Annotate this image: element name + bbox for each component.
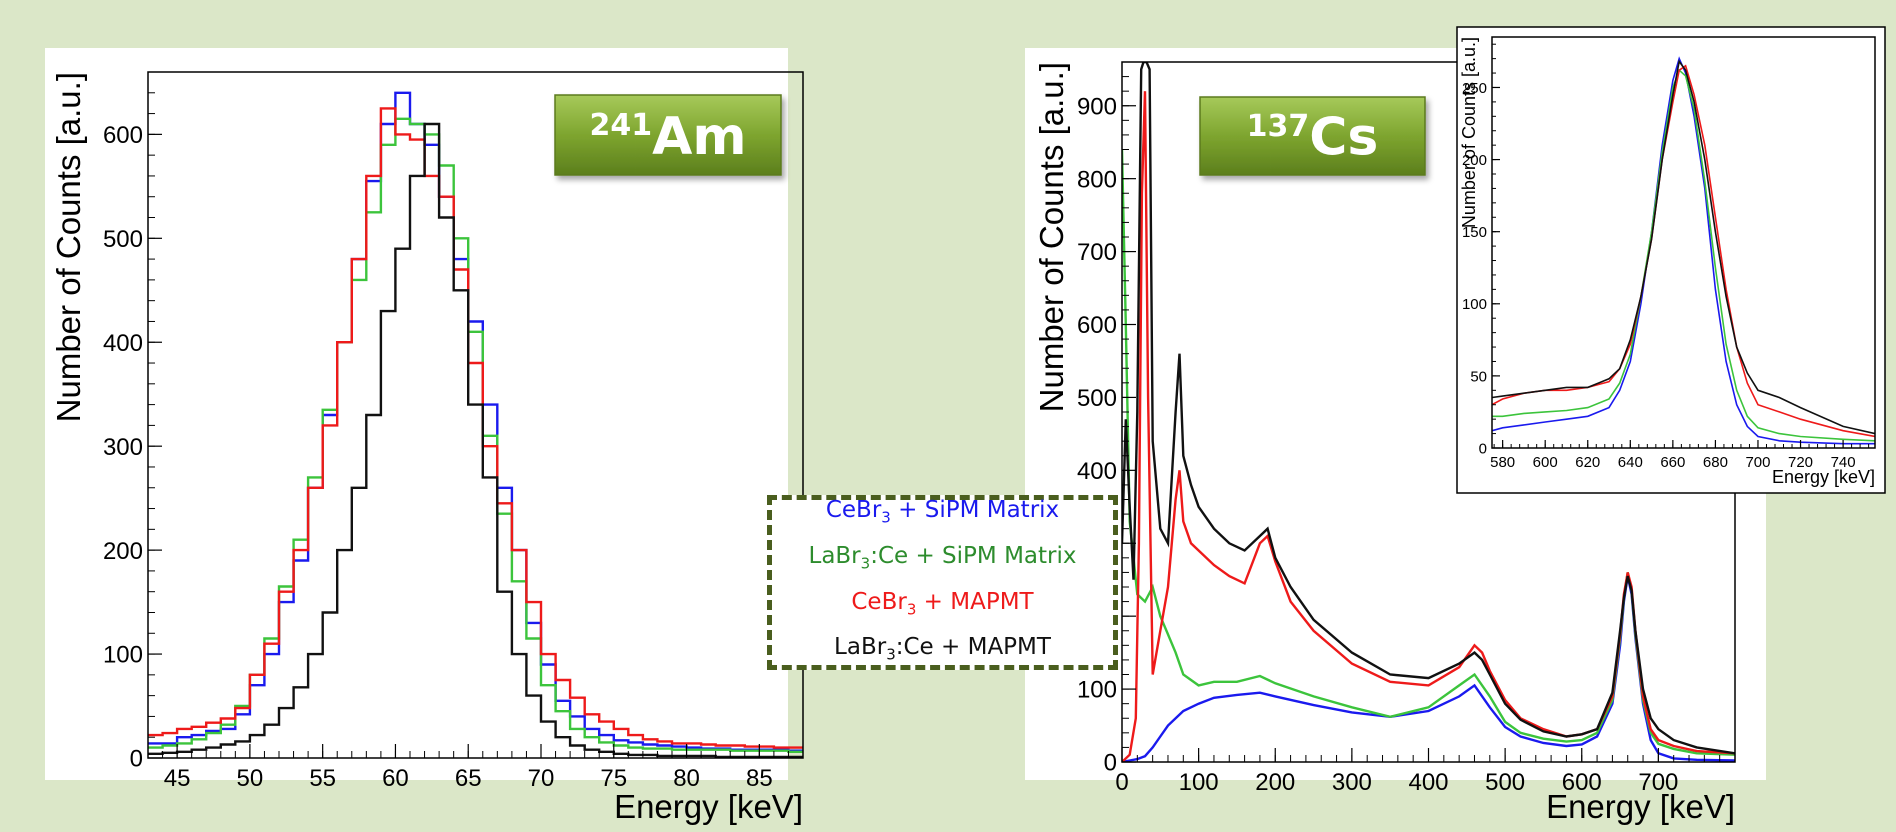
legend-entry-3: CeBr3 + MAPMT [851, 585, 1033, 627]
cs137-xtick-label: 600 [1562, 769, 1602, 796]
cs137-inset-xtick-label: 740 [1831, 454, 1856, 471]
cs137-y-axis-label: Number of Counts [a.u.] [1033, 62, 1070, 412]
cs137-inset-x-axis-label: Energy [keV] [1772, 467, 1875, 487]
legend-entry-material: LaBr [808, 542, 861, 569]
cs137-series-3 [1122, 91, 1735, 762]
cs137-ytick-label: 900 [1077, 93, 1117, 120]
legend-entry-subscript: 3 [886, 645, 896, 664]
legend-entry-material: LaBr [834, 634, 887, 661]
cs137-inset-chart: 580 600 620 640 660 680 700 720 740 0 50 100 150 200 2… [1456, 26, 1886, 494]
am241-y-axis-label: Number of Counts [a.u.] [50, 72, 87, 422]
am241-xtick-label: 80 [673, 765, 700, 792]
am241-isotope-badge: 241Am [554, 94, 782, 176]
legend-entry-subscript: 3 [881, 508, 891, 527]
cs137-inset-y-axis-label: Number of Counts [a.u.] [1459, 37, 1479, 228]
cs137-xtick-label: 200 [1255, 769, 1295, 796]
cs137-inset-ytick-label: 0 [1479, 440, 1487, 457]
cs137-inset-xtick-label: 600 [1533, 454, 1558, 471]
legend-entry-readout: + SiPM Matrix [890, 497, 1060, 524]
cs137-inset-xtick-label: 700 [1745, 454, 1770, 471]
am241-xtick-label: 50 [237, 765, 264, 792]
legend-entry-4: LaBr3:Ce + MAPMT [834, 630, 1051, 672]
am241-plot-frame [147, 71, 804, 759]
cs137-inset-ytick-label: 150 [1462, 224, 1487, 241]
am241-badge-label: 241Am [589, 107, 746, 167]
cs137-ytick-label: 500 [1077, 385, 1117, 412]
am241-series-3 [148, 107, 803, 749]
cs137-inset-xtick-label: 720 [1788, 454, 1813, 471]
am241-series-4 [148, 122, 803, 758]
cs137-ytick-label: 400 [1077, 458, 1117, 485]
legend-entry-readout: + MAPMT [916, 588, 1034, 615]
cs137-ytick-label: 700 [1077, 239, 1117, 266]
cs137-isotope-badge: 137Cs [1199, 96, 1426, 176]
cs137-inset-ytick-label: 50 [1470, 368, 1487, 385]
legend-entry-2: LaBr3:Ce + SiPM Matrix [809, 539, 1077, 581]
am241-ytick-label: 500 [103, 226, 143, 253]
cs137-inset-xtick-label: 580 [1490, 454, 1515, 471]
cs137-badge-label: 137Cs [1247, 108, 1379, 168]
am241-xtick-label: 85 [746, 765, 773, 792]
legend: CeBr3 + SiPM Matrix LaBr3:Ce + SiPM Matri… [767, 495, 1118, 670]
am241-ytick-label: 600 [103, 122, 143, 149]
cs137-xtick-label: 400 [1408, 769, 1448, 796]
cs137-inset-ytick-label: 250 [1462, 80, 1487, 97]
am241-xtick-label: 65 [455, 765, 482, 792]
cs137-xtick-label: 500 [1485, 769, 1525, 796]
cs137-inset-plot-frame [1491, 36, 1876, 449]
cs137-inset-ytick-label: 200 [1462, 152, 1487, 169]
cs137-ytick-label: 100 [1077, 677, 1117, 704]
cs137-inset-xtick-label: 620 [1575, 454, 1600, 471]
cs137-inset-series-3 [1492, 64, 1875, 438]
cs137-inset-xtick-label: 680 [1703, 454, 1728, 471]
cs137-xtick-label: 100 [1179, 769, 1219, 796]
am241-xtick-label: 45 [164, 765, 191, 792]
am241-ytick-label: 200 [103, 538, 143, 565]
cs137-badge-mass: 137 [1247, 109, 1310, 144]
cs137-series-4 [1122, 62, 1735, 755]
am241-ytick-label: 300 [103, 434, 143, 461]
legend-entry-subscript: 3 [860, 554, 871, 573]
cs137-badge-box [1199, 96, 1426, 176]
am241-ytick-label: 100 [103, 642, 143, 669]
cs137-inset-ytick-label: 100 [1462, 296, 1487, 313]
cs137-xtick-label: 0 [1115, 769, 1128, 796]
am241-xtick-label: 75 [600, 765, 627, 792]
cs137-inset-series-4 [1492, 59, 1875, 435]
cs137-xtick-label: 300 [1332, 769, 1372, 796]
am241-badge-element: Am [652, 107, 746, 167]
legend-entry-readout: :Ce + MAPMT [895, 634, 1051, 661]
am241-ytick-label: 400 [103, 330, 143, 357]
am241-xtick-label: 70 [528, 765, 555, 792]
cs137-ytick-label: 800 [1077, 166, 1117, 193]
am241-ytick-label: 0 [130, 746, 143, 773]
legend-entry-readout: :Ce + SiPM Matrix [870, 542, 1077, 569]
am241-chart: 45 50 55 60 65 70 75 80 85 0 100 200 300 400 500 600 Ene… [45, 48, 804, 825]
legend-entry-material: CeBr [825, 497, 882, 524]
cs137-badge-element: Cs [1309, 108, 1378, 168]
legend-entry-1: CeBr3 + SiPM Matrix [826, 493, 1059, 535]
legend-entry-subscript: 3 [906, 600, 917, 619]
am241-badge-box [554, 94, 782, 176]
am241-badge-mass: 241 [589, 108, 652, 143]
am241-xtick-label: 60 [382, 765, 409, 792]
am241-xtick-label: 55 [309, 765, 336, 792]
cs137-xtick-label: 700 [1638, 769, 1678, 796]
cs137-inset-series-1 [1492, 56, 1875, 445]
am241-x-axis-label: Energy [keV] [614, 788, 803, 825]
cs137-ytick-label: 0 [1104, 750, 1117, 777]
cs137-inset-xtick-label: 640 [1618, 454, 1643, 471]
cs137-ytick-label: 600 [1077, 312, 1117, 339]
cs137-inset-xtick-label: 660 [1660, 454, 1685, 471]
cs137-x-axis-label: Energy [keV] [1546, 788, 1735, 825]
legend-entry-material: CeBr [851, 588, 907, 615]
